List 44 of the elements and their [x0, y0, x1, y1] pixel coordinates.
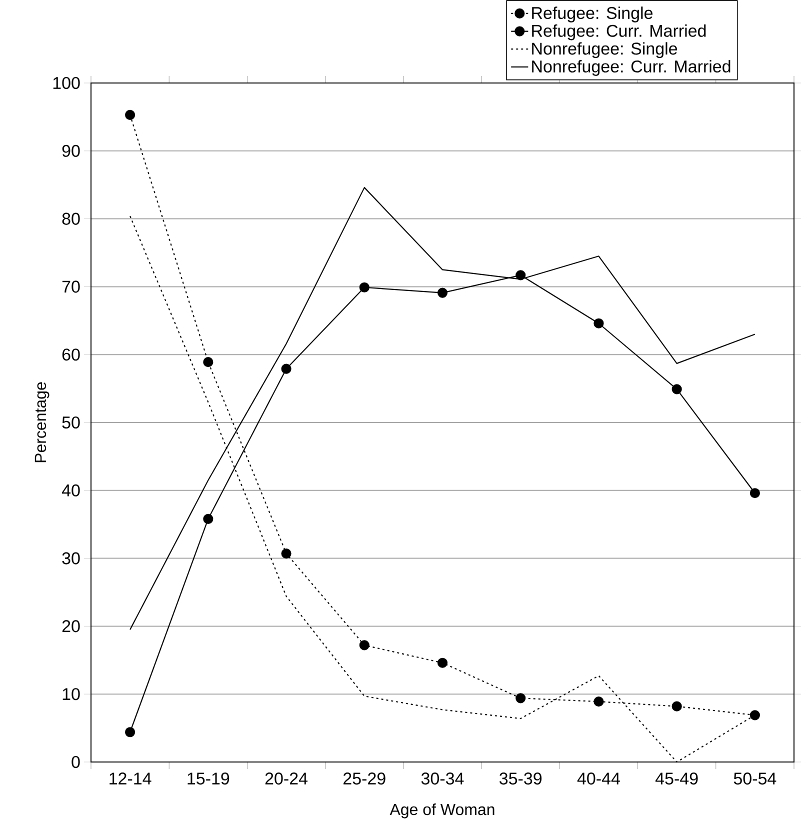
point: [672, 384, 682, 394]
point: [203, 514, 214, 524]
x-tick-label: 12-14: [110, 772, 152, 784]
point: [750, 710, 760, 720]
y-tick-label: 50: [62, 416, 80, 429]
y-axis-title: Percentage: [34, 382, 50, 462]
x-tick-label: 45-49: [655, 772, 698, 785]
y-tick-label: 40: [62, 484, 80, 496]
point: [203, 357, 214, 368]
y-tick-label: 60: [62, 348, 80, 361]
y-tick-label: 20: [62, 620, 80, 632]
y-tick-label: 90: [62, 144, 80, 157]
legend-label: Nonrefugee: Curr. Married: [532, 60, 730, 76]
point: [672, 701, 682, 712]
point: [359, 282, 370, 292]
legend-label: Refugee: Curr. Married: [532, 24, 706, 40]
y-tick-label: 80: [62, 212, 80, 225]
point: [594, 696, 604, 707]
x-axis-title: Age of Woman: [390, 803, 494, 818]
point: [516, 693, 526, 704]
x-tick-label: 20-24: [265, 772, 308, 785]
point: [281, 364, 292, 374]
point: [281, 548, 292, 559]
x-tick-label: 50-54: [734, 772, 776, 785]
x-tick-label: 35-39: [499, 772, 542, 785]
point: [124, 110, 136, 120]
y-tick-label: 30: [62, 552, 80, 564]
x-tick-label: 15-19: [188, 772, 230, 785]
point: [594, 318, 604, 328]
x-tick-label: 25-29: [343, 772, 386, 785]
y-tick-label: 0: [72, 756, 80, 768]
x-tick-label: 30-34: [421, 772, 464, 785]
legend-label: Refugee: Single: [532, 6, 652, 22]
point: [359, 640, 370, 650]
x-tick-label: 40-44: [577, 772, 620, 785]
point: [750, 488, 760, 498]
legend-label: Nonrefugee: Single: [532, 42, 678, 58]
point: [437, 658, 448, 668]
point: [124, 727, 136, 738]
y-tick-label: 100: [53, 76, 80, 90]
y-tick-label: 10: [62, 688, 80, 700]
point: [516, 270, 526, 280]
point: [437, 288, 448, 298]
y-tick-label: 70: [62, 280, 80, 293]
